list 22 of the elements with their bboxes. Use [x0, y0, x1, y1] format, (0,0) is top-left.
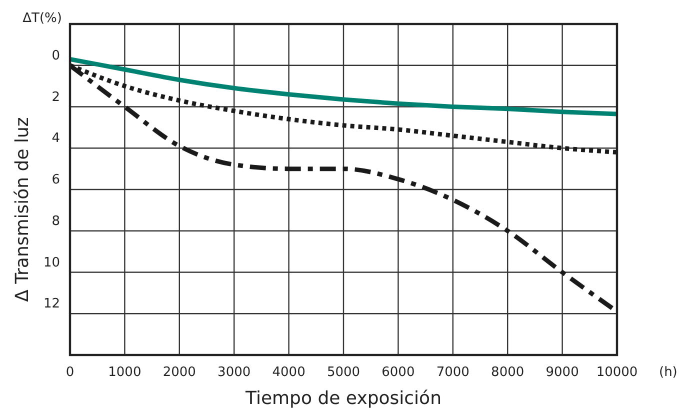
x-tick-label: 3000 [218, 365, 251, 380]
x-tick-label: 7000 [436, 365, 470, 380]
x-axis-title: Tiempo de exposición [244, 388, 442, 409]
x-tick-label: 9000 [546, 365, 579, 380]
y-tick-label: 0 [52, 48, 60, 64]
y-tick-label: 10 [43, 255, 60, 270]
y-tick-label: 4 [52, 131, 60, 146]
x-tick-label: 1000 [108, 365, 142, 380]
y-tick-label: 12 [43, 296, 60, 312]
x-tick-label: 8000 [491, 365, 524, 380]
y-tick-label: 2 [52, 90, 60, 105]
x-tick-label: 2000 [162, 365, 196, 380]
y-tick-label: 8 [52, 214, 60, 229]
x-tick-label: 6000 [382, 365, 415, 380]
x-tick-label: 10000 [596, 365, 638, 380]
y-tick-label: 6 [52, 172, 60, 188]
text: ΔT(%) [22, 11, 62, 26]
x-tick-label: 4000 [272, 365, 306, 380]
y-axis-title: Δ Transmisión de luz [12, 117, 33, 302]
x-tick-label: 0 [66, 365, 74, 380]
x-tick-label: 5000 [326, 365, 360, 380]
text: (h) [659, 365, 678, 380]
